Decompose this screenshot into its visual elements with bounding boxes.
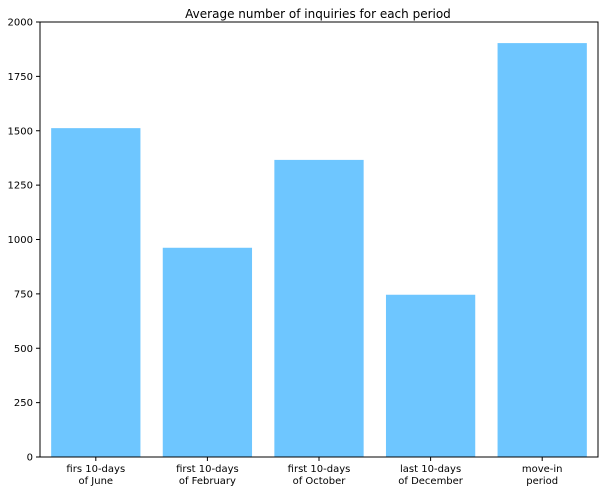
x-tick-label-5-line-1: move-in [522,464,563,475]
y-tick-label-6: 1500 [8,126,33,137]
x-tick-label-4-line-1: last 10-days [400,464,461,475]
x-tick-label-1-line-1: firs 10-days [66,464,125,475]
y-tick-label-0: 0 [27,453,33,464]
x-tick-label-2-line-1: first 10-days [176,464,239,475]
x-tick-label-3-line-2: of October [293,476,347,487]
y-tick-label-4: 1000 [8,235,33,246]
plot-area: 0 250 500 750 1000 1250 1500 1750 2000 firs 10-da… [8,18,599,487]
bar-2 [162,247,253,457]
bar-1 [51,128,141,457]
chart-title: Average number of inquiries for each per… [185,7,451,21]
x-tick-label-3-line-1: first 10-days [288,464,351,475]
x-tick-label-4-line-2: of December [398,476,464,487]
y-tick-label-3: 750 [14,289,33,300]
y-tick-label-2: 500 [14,344,33,355]
y-tick-label-7: 1750 [8,72,33,83]
x-tick-label-2-line-2: of February [179,476,236,487]
bar-4 [385,294,476,457]
bar-5 [497,43,587,457]
x-tick-label-5-line-2: period [526,476,558,487]
y-tick-label-5: 1250 [8,181,33,192]
y-tick-label-1: 250 [14,398,33,409]
y-tick-label-8: 2000 [8,18,33,29]
x-tick-label-1-line-2: of June [78,476,113,487]
bar-3 [274,159,364,457]
